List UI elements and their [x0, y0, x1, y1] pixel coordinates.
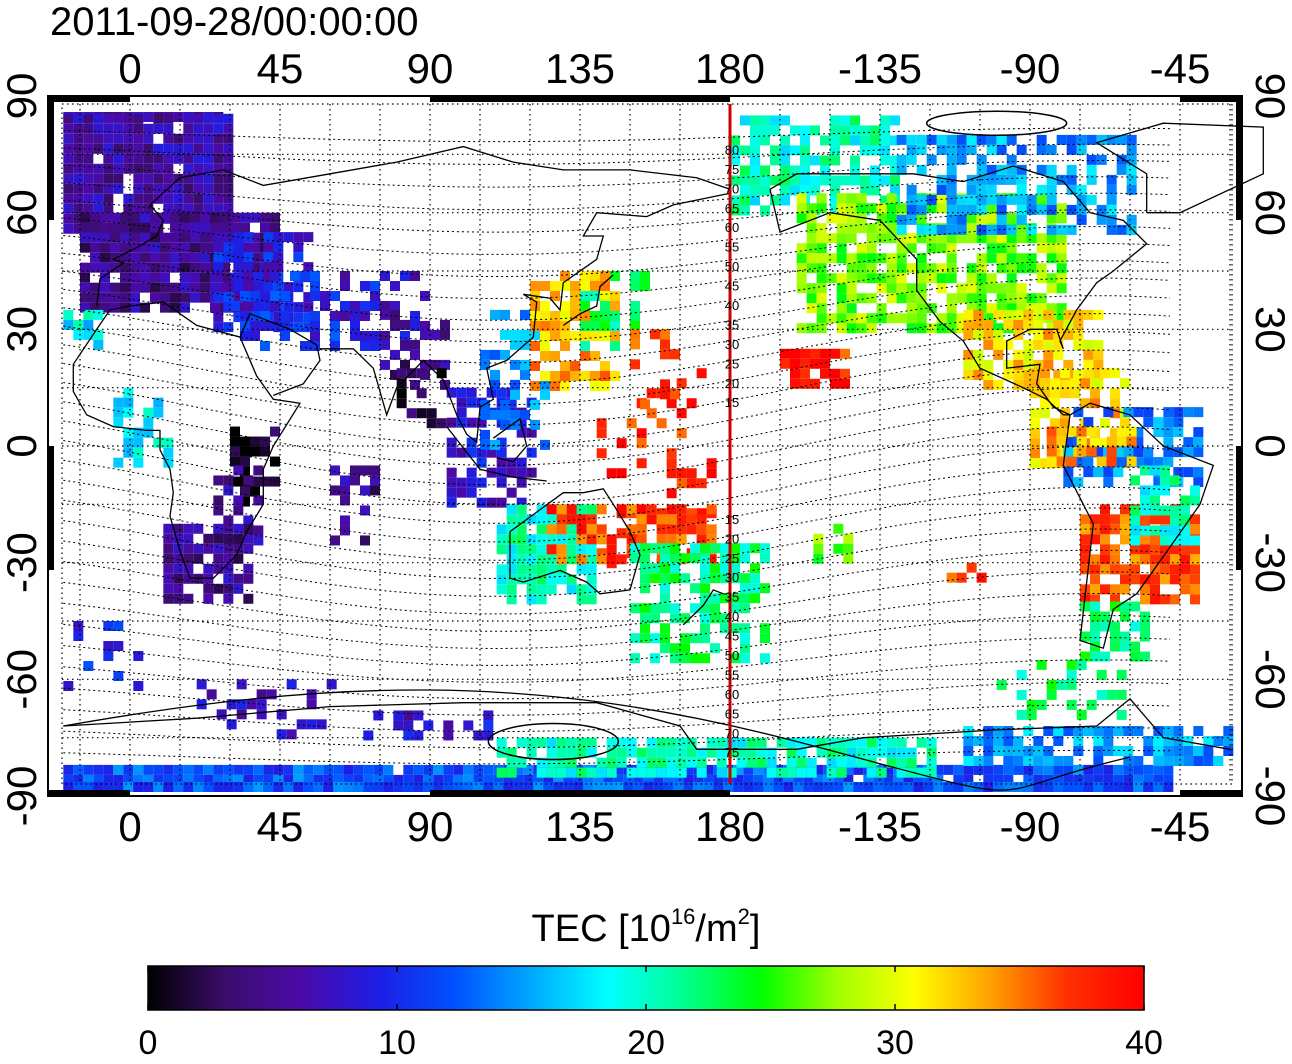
contour-label: 20 [725, 376, 739, 391]
colorbar-tick: 0 [138, 1024, 158, 1062]
contour-label: 15 [725, 512, 739, 527]
contour-label: 45 [725, 629, 739, 644]
contour-label: 30 [725, 337, 739, 352]
contour-label: 60 [725, 687, 739, 702]
top-lon-tick: 45 [256, 45, 304, 92]
contour-label: 35 [725, 590, 739, 605]
frame-ticks [48, 96, 1242, 796]
right-lat-tick: -60 [1247, 649, 1292, 710]
right-lat-tick: 30 [1247, 306, 1292, 353]
contour-labels: 80 75 70 65 60 55 50 45 40 35 30 25 20 15 15 20 25 30 35 40… [725, 142, 739, 760]
colorbar-tick: 20 [627, 1024, 665, 1062]
contour-label: 50 [725, 259, 739, 274]
lat-lon-grid [61, 103, 1233, 785]
contour-label: 40 [725, 609, 739, 624]
right-lat-tick: -30 [1247, 532, 1292, 593]
bottom-lon-tick: 90 [406, 803, 454, 850]
contour-label: 50 [725, 648, 739, 663]
bottom-lon-tick: -135 [837, 803, 923, 850]
contour-label: 35 [725, 317, 739, 332]
contour-label: 70 [725, 181, 739, 196]
bottom-lon-tick: -90 [999, 803, 1061, 850]
contour-label: 65 [725, 201, 739, 216]
top-lon-tick: 180 [694, 45, 766, 92]
top-lon-tick: 90 [406, 45, 454, 92]
right-lat-tick: 90 [1247, 73, 1292, 120]
colorbar-title: TEC [1016/m2] [531, 904, 761, 950]
contour-label: 65 [725, 706, 739, 721]
left-lat-tick: 30 [0, 306, 45, 353]
contour-label: 75 [725, 745, 739, 760]
contour-label: 55 [725, 240, 739, 255]
top-lon-tick: -135 [837, 45, 923, 92]
top-lon-tick: -45 [1149, 45, 1211, 92]
right-lat-tick: 60 [1247, 189, 1292, 236]
contour-label: 30 [725, 570, 739, 585]
colorbar-tick: 30 [876, 1024, 914, 1062]
contour-label: 75 [725, 162, 739, 177]
bottom-lon-tick: 45 [256, 803, 304, 850]
top-lon-tick: 135 [544, 45, 616, 92]
magnetic-contours [63, 127, 1171, 765]
left-lat-tick: -90 [0, 766, 45, 827]
contour-label: 25 [725, 551, 739, 566]
top-lon-tick: 0 [118, 45, 142, 92]
bottom-lon-tick: -45 [1149, 803, 1211, 850]
colorbar-tick: 10 [378, 1024, 416, 1062]
bottom-lon-tick: 0 [118, 803, 142, 850]
left-lat-tick: -30 [0, 532, 45, 593]
contour-label: 80 [725, 142, 739, 157]
right-lat-tick: -90 [1247, 766, 1292, 827]
bottom-lon-tick: 180 [694, 803, 766, 850]
left-lat-tick: -60 [0, 649, 45, 710]
left-lat-tick: 90 [0, 73, 45, 120]
colorbar-tick: 40 [1125, 1024, 1163, 1062]
colorbar [147, 965, 1145, 1011]
contour-label: 15 [725, 395, 739, 410]
right-lat-tick: 0 [1247, 434, 1292, 457]
contour-label: 55 [725, 667, 739, 682]
top-lon-tick: -90 [999, 45, 1061, 92]
contour-label: 60 [725, 220, 739, 235]
bottom-lon-tick: 135 [544, 803, 616, 850]
contour-label: 70 [725, 726, 739, 741]
contour-label: 45 [725, 279, 739, 294]
contour-label: 20 [725, 531, 739, 546]
contour-label: 40 [725, 298, 739, 313]
latitude-tick-labels: 90 90 60 60 30 30 0 0 -30 -30 -60 -60 -90 -90 [0, 73, 1292, 827]
left-lat-tick: 60 [0, 189, 45, 236]
colorbar-tick-marks [147, 966, 1145, 1010]
map-timestamp-title: 2011-09-28/00:00:00 [50, 0, 419, 44]
contour-label: 25 [725, 356, 739, 371]
left-lat-tick: 0 [0, 434, 45, 457]
